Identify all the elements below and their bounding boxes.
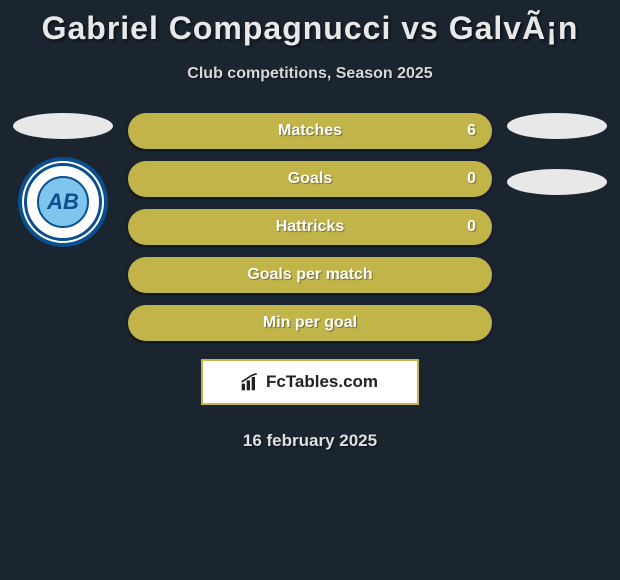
brand-box[interactable]: FcTables.com: [201, 359, 419, 405]
brand-text: FcTables.com: [264, 372, 380, 392]
brand-box-inner: FcTables.com: [203, 361, 417, 403]
page-title: Gabriel Compagnucci vs GalvÃ¡n: [0, 0, 620, 47]
stat-label: Goals per match: [247, 266, 372, 284]
crest-ring: [24, 163, 102, 241]
stat-label: Min per goal: [263, 314, 357, 332]
stat-row-goals: Goals 0: [128, 161, 492, 197]
left-player-name-pill: [13, 113, 113, 139]
stat-value-right: 0: [467, 218, 476, 236]
stat-row-hattricks: Hattricks 0: [128, 209, 492, 245]
right-club-pill: [507, 169, 607, 195]
stat-label: Hattricks: [276, 218, 344, 236]
footer-date: 16 february 2025: [128, 431, 492, 451]
stats-column: Matches 6 Goals 0 Hattricks 0 Goals per …: [128, 113, 492, 451]
right-player-name-pill: [507, 113, 607, 139]
stat-value-right: 6: [467, 122, 476, 140]
stat-row-min-per-goal: Min per goal: [128, 305, 492, 341]
stat-value-right: 0: [467, 170, 476, 188]
right-player-col: [502, 113, 612, 451]
stat-row-goals-per-match: Goals per match: [128, 257, 492, 293]
left-player-col: AB: [8, 113, 118, 451]
left-club-crest: AB: [18, 157, 108, 247]
stat-label: Goals: [288, 170, 332, 188]
stat-label: Matches: [278, 122, 342, 140]
comparison-layout: AB Matches 6 Goals 0 Hattricks 0 Goals p…: [0, 113, 620, 451]
stat-row-matches: Matches 6: [128, 113, 492, 149]
subtitle: Club competitions, Season 2025: [0, 65, 620, 83]
bar-chart-icon: [240, 372, 260, 392]
